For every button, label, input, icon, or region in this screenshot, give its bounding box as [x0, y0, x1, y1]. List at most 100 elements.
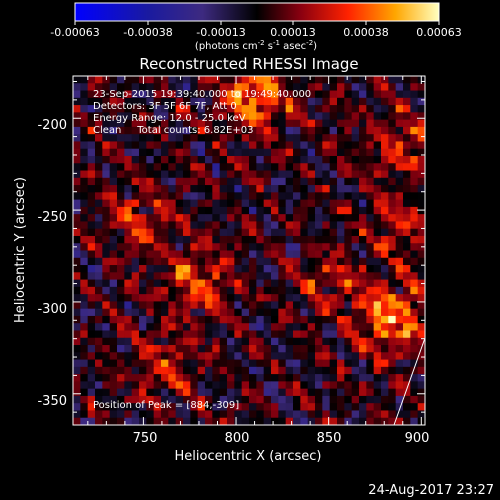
heatmap-cell: [271, 97, 279, 106]
heatmap-cell: [161, 177, 169, 186]
heatmap-cell: [95, 221, 103, 230]
heatmap-cell: [212, 272, 221, 280]
heatmap-cell: [278, 301, 287, 310]
heatmap-cell: [373, 352, 382, 360]
heatmap-cell: [337, 374, 345, 382]
heatmap-cell: [234, 301, 243, 310]
heatmap-cell: [278, 141, 287, 150]
heatmap-cell: [80, 388, 89, 397]
heatmap-cell: [381, 119, 389, 128]
heatmap-cell: [153, 337, 162, 346]
heatmap-cell: [124, 337, 133, 346]
colorbar-tick-label-2: -0.00013: [196, 26, 245, 39]
heatmap-cell: [366, 388, 375, 397]
heatmap-cell: [271, 90, 279, 99]
heatmap-cell: [241, 126, 250, 135]
heatmap-cell: [205, 214, 213, 222]
heatmap-cell: [212, 163, 221, 171]
heatmap-cell: [124, 83, 133, 91]
heatmap-cell: [417, 366, 425, 375]
heatmap-cell: [241, 337, 250, 346]
heatmap-cell: [410, 83, 419, 91]
heatmap-cell: [337, 112, 345, 121]
heatmap-cell: [102, 214, 111, 222]
heatmap-cell: [234, 337, 243, 346]
heatmap-cell: [124, 265, 133, 273]
heatmap-cell: [285, 148, 294, 157]
heatmap-cell: [241, 243, 250, 251]
heatmap-cell: [197, 374, 206, 382]
heatmap-cell: [417, 250, 425, 259]
heatmap-cell: [351, 97, 360, 106]
heatmap-cell: [344, 352, 353, 360]
heatmap-cell: [388, 243, 397, 251]
heatmap-cell: [153, 272, 162, 280]
heatmap-cell: [315, 105, 323, 113]
heatmap-cell: [381, 105, 389, 113]
heatmap-cell: [190, 170, 199, 179]
heatmap-cell: [102, 272, 111, 280]
heatmap-cell: [293, 352, 301, 360]
heatmap-cell: [249, 97, 257, 106]
heatmap-cell: [212, 374, 221, 382]
heatmap-cell: [139, 163, 147, 171]
colorbar-tick-label-4: 0.00038: [343, 26, 389, 39]
heatmap-cell: [366, 366, 375, 375]
heatmap-cell: [146, 134, 155, 142]
heatmap-cell: [153, 395, 162, 404]
heatmap-cell: [293, 330, 301, 339]
heatmap-cell: [388, 257, 397, 266]
heatmap-cell: [307, 76, 316, 84]
heatmap-cell: [109, 388, 118, 397]
heatmap-cell: [131, 221, 140, 230]
heatmap-cell: [183, 163, 191, 171]
heatmap-cell: [403, 345, 411, 353]
heatmap-cell: [249, 206, 257, 215]
heatmap-cell: [80, 250, 89, 259]
heatmap-cell: [373, 250, 382, 259]
heatmap-cell: [205, 359, 213, 368]
heatmap-cell: [256, 126, 265, 135]
heatmap-cell: [146, 337, 155, 346]
heatmap-cell: [175, 185, 184, 193]
heatmap-cell: [263, 294, 272, 302]
heatmap-cell: [381, 294, 389, 302]
heatmap-cell: [249, 323, 257, 331]
heatmap-cell: [278, 228, 287, 237]
heatmap-cell: [271, 155, 279, 164]
heatmap-cell: [102, 105, 111, 113]
heatmap-cell: [124, 148, 133, 157]
heatmap-cell: [168, 272, 177, 280]
heatmap-cell: [278, 315, 287, 324]
heatmap-cell: [344, 257, 353, 266]
heatmap-cell: [227, 345, 235, 353]
heatmap-cell: [263, 134, 272, 142]
heatmap-cell: [161, 388, 169, 397]
heatmap-cell: [381, 126, 389, 135]
heatmap-cell: [234, 294, 243, 302]
heatmap-cell: [337, 294, 345, 302]
heatmap-cell: [329, 214, 338, 222]
heatmap-cell: [219, 330, 228, 339]
heatmap-cell: [395, 83, 404, 91]
heatmap-cell: [388, 366, 397, 375]
heatmap-cell: [161, 206, 169, 215]
heatmap-cell: [359, 185, 367, 193]
heatmap-cell: [175, 359, 184, 368]
heatmap-cell: [80, 163, 89, 171]
heatmap-cell: [410, 97, 419, 106]
heatmap-cell: [153, 366, 162, 375]
heatmap-cell: [131, 163, 140, 171]
heatmap-cell: [234, 286, 243, 295]
heatmap-cell: [300, 141, 309, 150]
heatmap-cell: [256, 243, 265, 251]
heatmap-cell: [227, 126, 235, 135]
heatmap-cell: [190, 294, 199, 302]
heatmap-cell: [131, 185, 140, 193]
heatmap-cell: [337, 97, 345, 106]
heatmap-cell: [80, 119, 89, 128]
heatmap-cell: [359, 279, 367, 288]
heatmap-cell: [73, 141, 81, 150]
heatmap-cell: [300, 170, 309, 179]
heatmap-cell: [73, 301, 81, 310]
